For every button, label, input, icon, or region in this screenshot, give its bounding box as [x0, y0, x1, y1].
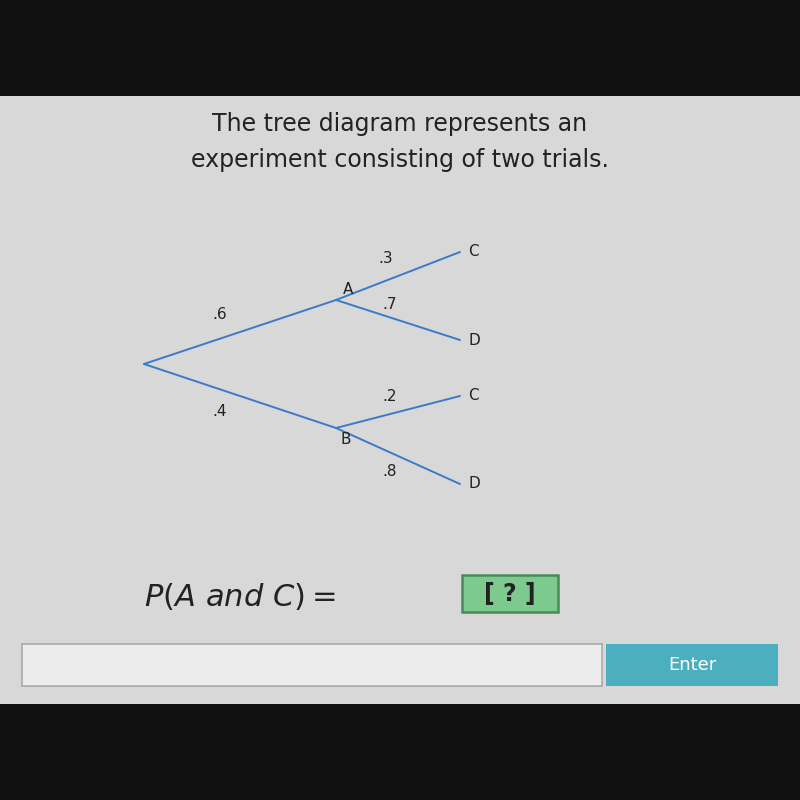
Text: experiment consisting of two trials.: experiment consisting of two trials.: [191, 148, 609, 172]
Text: A: A: [342, 282, 353, 297]
Text: $P(A\ \mathit{and}\ C) = $: $P(A\ \mathit{and}\ C) = $: [144, 581, 336, 611]
FancyBboxPatch shape: [606, 644, 778, 686]
Text: D: D: [468, 333, 480, 347]
FancyBboxPatch shape: [22, 644, 602, 686]
Text: The tree diagram represents an: The tree diagram represents an: [213, 112, 587, 136]
Text: Enter: Enter: [668, 656, 716, 674]
Text: B: B: [341, 432, 351, 447]
Text: .3: .3: [378, 251, 394, 266]
Text: [ ? ]: [ ? ]: [484, 582, 536, 606]
Text: .7: .7: [382, 297, 398, 312]
Text: .6: .6: [213, 307, 227, 322]
FancyBboxPatch shape: [462, 575, 558, 612]
Text: C: C: [468, 389, 478, 403]
Text: C: C: [468, 245, 478, 259]
Text: .2: .2: [382, 389, 398, 404]
Text: .8: .8: [382, 464, 398, 479]
FancyBboxPatch shape: [0, 96, 800, 704]
Text: D: D: [468, 477, 480, 491]
Text: .4: .4: [213, 404, 227, 419]
